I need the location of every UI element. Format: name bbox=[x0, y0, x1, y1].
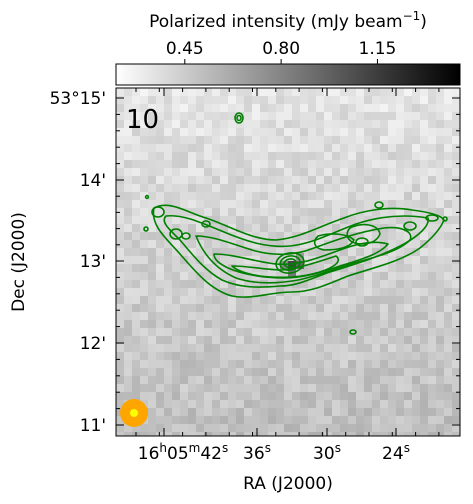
contours bbox=[143, 112, 448, 335]
contour-level bbox=[442, 216, 448, 222]
colorbar-tick-label: 0.80 bbox=[262, 39, 300, 59]
contour-level bbox=[143, 226, 149, 232]
beam-center bbox=[130, 409, 138, 417]
colorbar-tick-label: 0.45 bbox=[166, 39, 204, 59]
y-tick-label: 12' bbox=[80, 334, 106, 354]
axis-ticks bbox=[116, 88, 460, 436]
x-tick-labels: 16h05m42s 36s 30s 24s bbox=[138, 441, 410, 464]
plot-frame bbox=[115, 87, 461, 437]
contour-level bbox=[195, 226, 412, 284]
contour-level bbox=[349, 329, 357, 335]
y-tick-label: 53°15' bbox=[50, 89, 106, 109]
beam-marker bbox=[120, 399, 148, 427]
contour-level bbox=[144, 194, 150, 200]
contour-level bbox=[355, 237, 369, 247]
contour-level bbox=[213, 241, 389, 279]
contour-level bbox=[201, 220, 211, 228]
contour-level bbox=[403, 221, 417, 231]
x-tick-label: 16h05m42s bbox=[138, 441, 229, 464]
contour-level bbox=[425, 214, 439, 222]
y-tick-labels: 53°15' 14' 13' 12' 11' bbox=[50, 89, 106, 436]
contour-level bbox=[275, 252, 305, 274]
colorbar-gradient bbox=[115, 63, 461, 86]
contour-level bbox=[374, 201, 384, 209]
colorbar-ticks: 0.45 0.80 1.15 bbox=[166, 39, 396, 64]
panel-label: 10 bbox=[126, 105, 159, 135]
contour-level bbox=[234, 112, 244, 124]
x-tick-label: 36s bbox=[243, 441, 271, 464]
y-tick-label: 14' bbox=[80, 171, 106, 191]
contour-level bbox=[151, 206, 165, 218]
colorbar-title: Polarized intensity (mJy beam−1) bbox=[149, 9, 427, 32]
colorbar bbox=[115, 63, 461, 86]
polarized-intensity-map bbox=[116, 88, 460, 436]
x-tick-label: 24s bbox=[382, 441, 410, 464]
x-axis-title: RA (J2000) bbox=[243, 474, 333, 494]
contour-level bbox=[313, 233, 355, 251]
contour-level bbox=[283, 258, 297, 268]
contour-level bbox=[152, 204, 445, 298]
y-tick-label: 13' bbox=[80, 252, 106, 272]
colorbar-tick-label: 1.15 bbox=[359, 39, 397, 59]
contour-level bbox=[236, 114, 242, 122]
contour-level bbox=[181, 232, 191, 240]
y-axis-title: Dec (J2000) bbox=[9, 212, 29, 312]
y-tick-label: 11' bbox=[80, 416, 106, 436]
x-tick-label: 30s bbox=[313, 441, 341, 464]
contour-level bbox=[279, 255, 301, 271]
